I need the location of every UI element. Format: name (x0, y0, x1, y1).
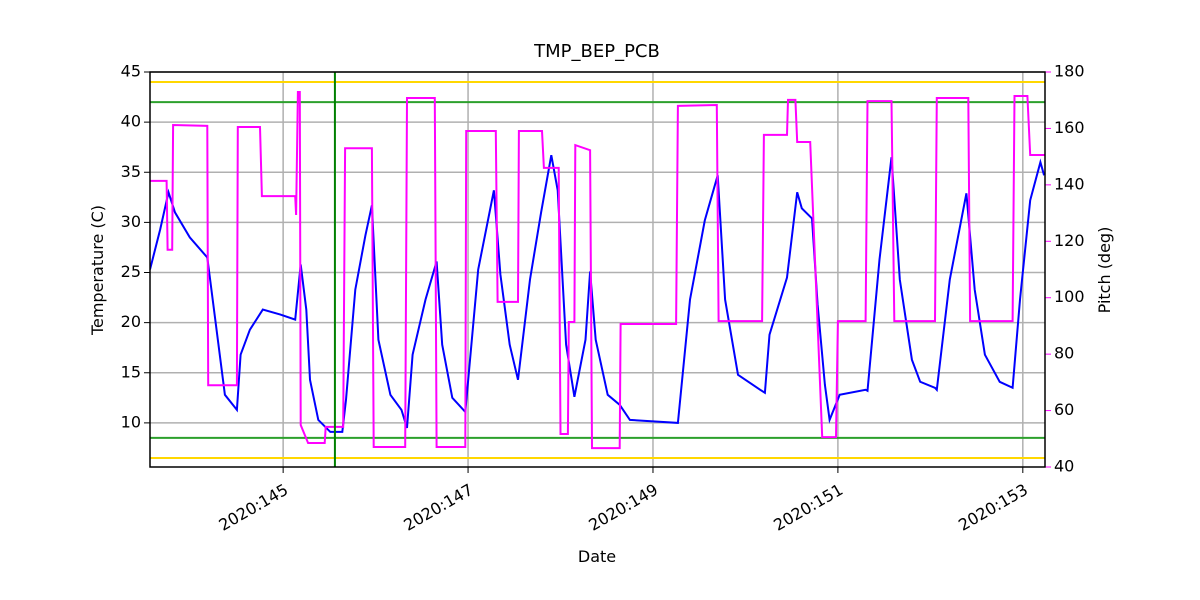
data-line (150, 155, 1045, 433)
y2-tick-label: 140 (1054, 174, 1085, 193)
y2-tick-label: 60 (1054, 400, 1074, 419)
x-tick-label: 2020:145 (216, 480, 292, 535)
y-tick-label: 25 (121, 262, 141, 281)
y2-tick-label: 100 (1054, 287, 1085, 306)
y2-tick-label: 180 (1054, 62, 1085, 81)
y-tick-label: 40 (121, 112, 141, 131)
y-axis-label: Temperature (C) (88, 205, 107, 336)
y-tick-label: 10 (121, 412, 141, 431)
y-tick-label: 15 (121, 362, 141, 381)
y2-axis-label: Pitch (deg) (1095, 227, 1114, 314)
x-tick-label: 2020:153 (955, 480, 1031, 535)
plot-frame (149, 71, 1046, 468)
data-line (150, 91, 1045, 450)
x-tick-label: 2020:147 (400, 480, 476, 535)
x-tick-label: 2020:151 (770, 480, 846, 535)
y2-tick-label: 80 (1054, 344, 1074, 363)
y-tick-label: 35 (121, 162, 141, 181)
y2-tick-label: 160 (1054, 118, 1085, 137)
y2-tick-label: 40 (1054, 457, 1074, 476)
y2-tick-label: 120 (1054, 231, 1085, 250)
chart-title: TMP_BEP_PCB (533, 41, 660, 62)
y-tick-label: 20 (121, 312, 141, 331)
y-tick-label: 30 (121, 212, 141, 231)
y-tick-label: 45 (121, 62, 141, 81)
x-axis-label: Date (578, 547, 616, 566)
x-tick-label: 2020:149 (585, 480, 661, 535)
